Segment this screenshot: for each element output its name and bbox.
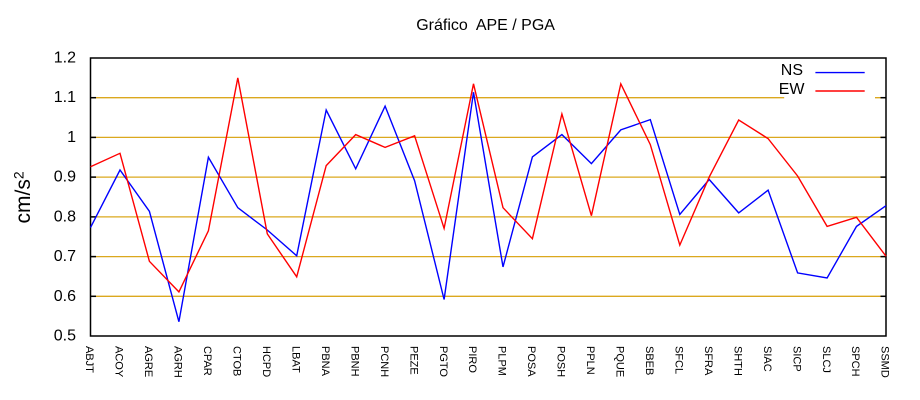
svg-text:SPCH: SPCH — [849, 346, 861, 377]
svg-text:1.2: 1.2 — [54, 50, 76, 67]
svg-text:PBNA: PBNA — [319, 346, 331, 377]
svg-text:SFRA: SFRA — [702, 346, 714, 376]
svg-text:PPLN: PPLN — [584, 346, 596, 375]
svg-text:0.7: 0.7 — [54, 248, 76, 265]
svg-text:PEZE: PEZE — [407, 346, 419, 375]
svg-text:HCPD: HCPD — [260, 346, 272, 377]
svg-text:0.5: 0.5 — [54, 328, 76, 345]
svg-text:1: 1 — [67, 129, 76, 146]
svg-text:AGRH: AGRH — [172, 346, 184, 378]
svg-text:cm/s2: cm/s2 — [11, 171, 36, 223]
svg-text:ABJT: ABJT — [83, 346, 95, 373]
svg-text:0.8: 0.8 — [54, 208, 76, 225]
svg-text:SICP: SICP — [790, 346, 802, 372]
svg-text:NS: NS — [781, 62, 803, 79]
svg-text:AGRE: AGRE — [142, 346, 154, 377]
svg-text:PLPM: PLPM — [496, 346, 508, 376]
svg-text:EW: EW — [779, 81, 806, 98]
svg-text:0.6: 0.6 — [54, 288, 76, 305]
svg-text:POSH: POSH — [555, 346, 567, 377]
svg-text:LBAT: LBAT — [289, 346, 301, 373]
svg-text:SBEB: SBEB — [643, 346, 655, 375]
svg-text:PQUE: PQUE — [614, 346, 626, 377]
svg-text:SSMD: SSMD — [879, 346, 891, 378]
svg-text:1.1: 1.1 — [54, 89, 76, 106]
svg-text:PBNH: PBNH — [348, 346, 360, 377]
svg-text:ACOY: ACOY — [113, 346, 125, 378]
svg-text:CTOB: CTOB — [231, 346, 243, 376]
svg-text:SLCJ: SLCJ — [820, 346, 832, 373]
svg-text:CPAR: CPAR — [201, 346, 213, 376]
svg-text:Gráfico APE / PGA: Gráfico APE / PGA — [416, 17, 555, 34]
svg-text:PIRO: PIRO — [466, 346, 478, 373]
svg-text:POSA: POSA — [525, 346, 537, 377]
svg-text:PGTO: PGTO — [437, 346, 449, 377]
svg-text:0.9: 0.9 — [54, 169, 76, 186]
svg-text:SFCL: SFCL — [673, 346, 685, 374]
svg-text:SIAC: SIAC — [761, 346, 773, 372]
svg-text:PCNH: PCNH — [378, 346, 390, 377]
svg-text:SHTH: SHTH — [731, 346, 743, 376]
